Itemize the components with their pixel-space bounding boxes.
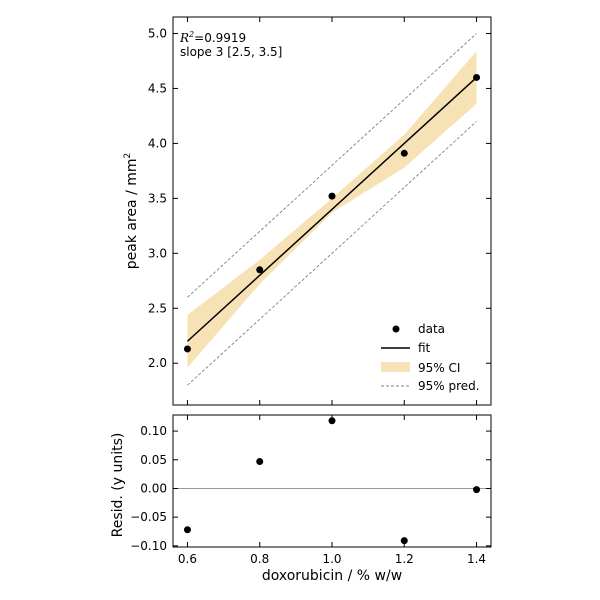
- r2-exponent: 2: [188, 30, 194, 39]
- residual-panel: −0.10 −0.05 0.00 0.05 0.10 0.6 0.8 1.0 1.2 1.4 R…: [110, 414, 492, 584]
- x-axis-ticks: 0.6 0.8 1.0 1.2 1.4: [178, 415, 486, 566]
- y-axis-label: peak area / mm2: [123, 153, 140, 269]
- legend-data-marker: [392, 325, 400, 333]
- ylabel-superscript: 2: [123, 153, 133, 159]
- y-tick-label: 2.5: [148, 301, 167, 315]
- data-point: [328, 192, 336, 200]
- x-tick-label: 1.0: [322, 552, 341, 566]
- x-axis-label: doxorubicin / % w/w: [262, 568, 402, 584]
- x-tick-label: 0.6: [178, 552, 197, 566]
- residual-plot-frame: [172, 414, 492, 548]
- residual-y-tick-label: −0.05: [130, 510, 167, 524]
- legend-pred-label: 95% pred.: [418, 379, 480, 393]
- prediction-lower-line: [187, 121, 477, 386]
- data-point: [183, 345, 191, 353]
- residual-point: [400, 537, 408, 545]
- residual-points: [183, 417, 481, 545]
- r-squared-annotation: R2=0.9919: [179, 30, 246, 45]
- residual-point: [256, 457, 264, 465]
- y-tick-label: 4.5: [148, 81, 167, 95]
- y-tick-label: 4.0: [148, 136, 167, 150]
- x-axis-ticks-top-panel: [186, 17, 478, 405]
- y-tick-label: 3.5: [148, 191, 167, 205]
- legend-data-label: data: [418, 322, 445, 336]
- residual-point: [328, 417, 336, 425]
- residual-point: [473, 486, 481, 494]
- y-tick-label: 3.0: [148, 246, 167, 260]
- r2-symbol: R: [179, 31, 189, 45]
- r2-value: =0.9919: [194, 31, 246, 45]
- residual-y-tick-label: 0.10: [140, 424, 167, 438]
- data-point: [473, 73, 481, 81]
- legend-fit-label: fit: [418, 341, 431, 355]
- y-axis-ticks: 2.0 2.5 3.0 3.5 4.0 4.5 5.0: [148, 26, 491, 370]
- residual-y-tick-label: 0.00: [140, 481, 167, 495]
- residual-y-axis-label: Resid. (y units): [110, 433, 126, 538]
- legend-ci-swatch: [381, 362, 410, 372]
- x-tick-label: 0.8: [250, 552, 269, 566]
- y-tick-label: 2.0: [148, 356, 167, 370]
- residual-y-tick-label: 0.05: [140, 453, 167, 467]
- prediction-upper-line: [187, 33, 477, 298]
- x-tick-label: 1.2: [395, 552, 414, 566]
- slope-annotation: slope 3 [2.5, 3.5]: [180, 45, 282, 59]
- fit-line: [186, 76, 478, 342]
- residual-y-axis-ticks: −0.10 −0.05 0.00 0.05 0.10: [130, 424, 491, 553]
- data-point: [256, 266, 264, 274]
- plot-frame: [172, 16, 492, 406]
- legend: data fit 95% CI 95% pred.: [381, 322, 480, 393]
- residual-y-tick-label: −0.10: [130, 539, 167, 553]
- residual-point: [183, 526, 191, 534]
- fit-panel: 2.02.53.03.54.04.55.0 R2=0.9919 slope 3 …: [123, 16, 492, 406]
- data-point: [400, 149, 408, 157]
- y-tick-label: 5.0: [148, 26, 167, 40]
- legend-ci-label: 95% CI: [418, 361, 460, 375]
- data-points: [183, 73, 481, 353]
- x-tick-label: 1.4: [467, 552, 486, 566]
